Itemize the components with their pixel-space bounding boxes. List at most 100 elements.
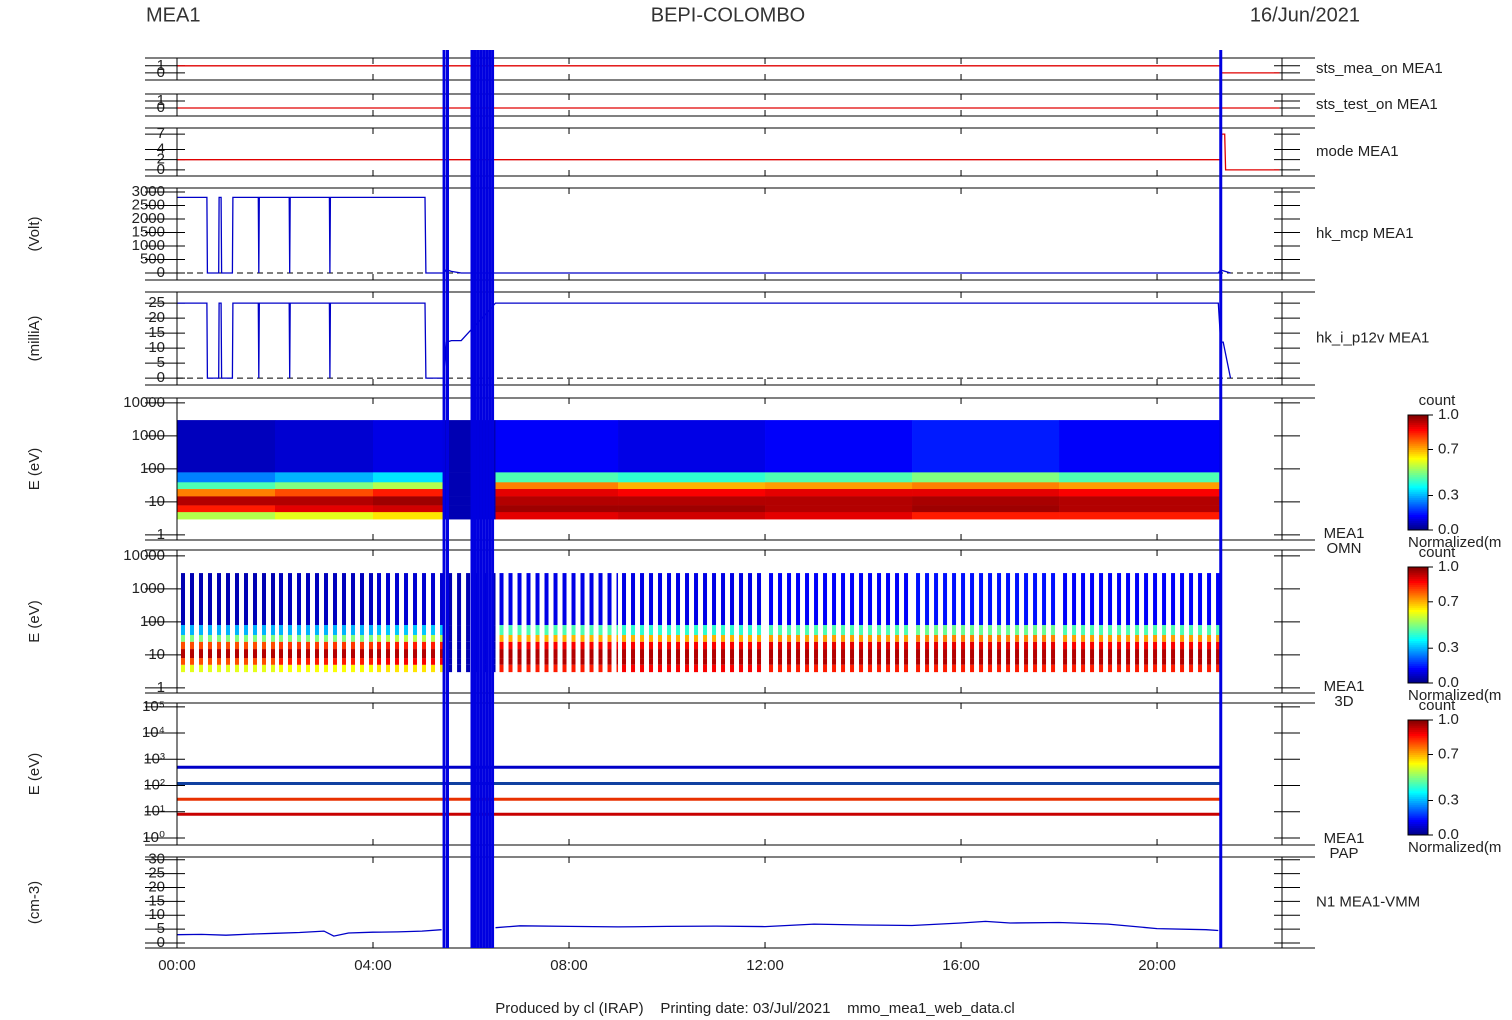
- heat-stripe: [997, 664, 1002, 673]
- heat-stripe: [404, 625, 409, 635]
- heat-stripe: [739, 634, 744, 642]
- heat-stripe: [1024, 664, 1029, 673]
- colorbar-title: count: [1419, 697, 1457, 714]
- header-left: MEA1: [146, 4, 200, 26]
- heat-stripe: [466, 625, 471, 635]
- heat-stripe: [181, 634, 185, 642]
- heat-stripe: [1006, 634, 1011, 642]
- heat-stripe: [431, 625, 436, 635]
- colorbar-step: [1408, 623, 1428, 626]
- heat-stripe: [297, 641, 302, 650]
- heat-stripe: [748, 634, 753, 642]
- heat-stripe: [1063, 658, 1068, 665]
- colorbar-frame: [1407, 719, 1429, 836]
- heat-stripe: [925, 649, 930, 659]
- colorbar-step: [1408, 667, 1428, 670]
- colorbar-step: [1408, 590, 1428, 593]
- heat-stripe: [814, 625, 819, 635]
- heat-stripe: [553, 625, 558, 635]
- colorbar-step: [1408, 813, 1428, 817]
- heat-stripe: [859, 658, 864, 665]
- heat-stripe: [440, 649, 445, 659]
- heat-stripe: [369, 664, 374, 673]
- heat-stripe: [306, 634, 311, 642]
- heat-stripe: [961, 664, 966, 673]
- heat-stripe: [262, 649, 266, 659]
- heat-stripe: [1117, 658, 1122, 665]
- heat-stripe: [226, 573, 230, 626]
- heat-stripe: [649, 573, 654, 626]
- y-tick-label: 100: [140, 460, 165, 477]
- heat-stripe: [748, 641, 753, 650]
- heat-stripe: [1162, 625, 1167, 635]
- heat-stripe: [199, 641, 203, 650]
- heat-stripe: [535, 641, 540, 650]
- heat-cell: [618, 505, 766, 513]
- heat-stripe: [580, 649, 585, 659]
- heat-stripe: [448, 625, 453, 635]
- x-tick-label: 20:00: [1138, 957, 1176, 974]
- colorbar-step: [1408, 459, 1428, 462]
- heat-stripe: [1180, 641, 1185, 650]
- heat-stripe: [1207, 573, 1212, 626]
- heat-stripe: [351, 664, 356, 673]
- heat-cell: [618, 472, 766, 483]
- heat-stripe: [970, 634, 975, 642]
- heat-stripe: [1189, 634, 1194, 642]
- heat-stripe: [916, 641, 921, 650]
- heat-stripe: [553, 641, 558, 650]
- panel-label: hk_mcp MEA1: [1316, 225, 1414, 242]
- heat-stripe: [1171, 573, 1176, 626]
- heat-stripe: [562, 625, 567, 635]
- heat-cell: [765, 488, 913, 497]
- y-tick-label: 1000: [132, 427, 165, 444]
- heat-stripe: [526, 658, 531, 665]
- heat-stripe: [730, 634, 735, 642]
- heat-stripe: [925, 641, 930, 650]
- colorbar-step: [1408, 422, 1428, 426]
- colorbar-step: [1408, 743, 1428, 746]
- heat-stripe: [1117, 649, 1122, 659]
- heat-stripe: [571, 658, 576, 665]
- heat-stripe: [1108, 658, 1113, 665]
- heat-stripe: [466, 634, 471, 642]
- heat-stripe: [1216, 658, 1221, 665]
- panel: 01 sts_test_on MEA1: [145, 92, 1438, 117]
- heat-stripe: [961, 641, 966, 650]
- heat-cell: [765, 472, 913, 483]
- heat-cell: [177, 481, 276, 490]
- colorbar-step: [1408, 798, 1428, 801]
- heat-stripe: [1090, 658, 1095, 665]
- heat-stripe: [1189, 649, 1194, 659]
- heat-stripe: [721, 573, 726, 626]
- heat-stripe: [324, 649, 329, 659]
- heat-stripe: [685, 625, 690, 635]
- heat-stripe: [1189, 658, 1194, 665]
- heat-stripe: [832, 658, 837, 665]
- colorbar-step: [1408, 582, 1428, 585]
- heat-stripe: [1216, 573, 1221, 626]
- heat-stripe: [1042, 649, 1047, 659]
- heat-stripe: [988, 658, 993, 665]
- heat-cell: [765, 420, 913, 473]
- heat-stripe: [1072, 658, 1077, 665]
- heat-stripe: [457, 658, 462, 665]
- heat-stripe: [850, 573, 855, 626]
- heat-cell: [765, 505, 913, 513]
- heat-stripe: [1006, 573, 1011, 626]
- heat-stripe: [667, 658, 672, 665]
- heat-stripe: [544, 641, 549, 650]
- heat-stripe: [916, 649, 921, 659]
- colorbar-tick-label: 0.3: [1438, 486, 1459, 503]
- heat-stripe: [1216, 625, 1221, 635]
- heat-stripe: [208, 649, 212, 659]
- colorbar-step: [1408, 416, 1428, 420]
- y-tick-label: 1000: [132, 237, 165, 254]
- heat-stripe: [757, 625, 762, 635]
- heat-stripe: [199, 625, 203, 635]
- colorbar-step: [1408, 592, 1428, 595]
- colorbar-step: [1408, 497, 1428, 500]
- heat-stripe: [297, 649, 302, 659]
- colorbar-step: [1408, 503, 1428, 506]
- heat-stripe: [841, 634, 846, 642]
